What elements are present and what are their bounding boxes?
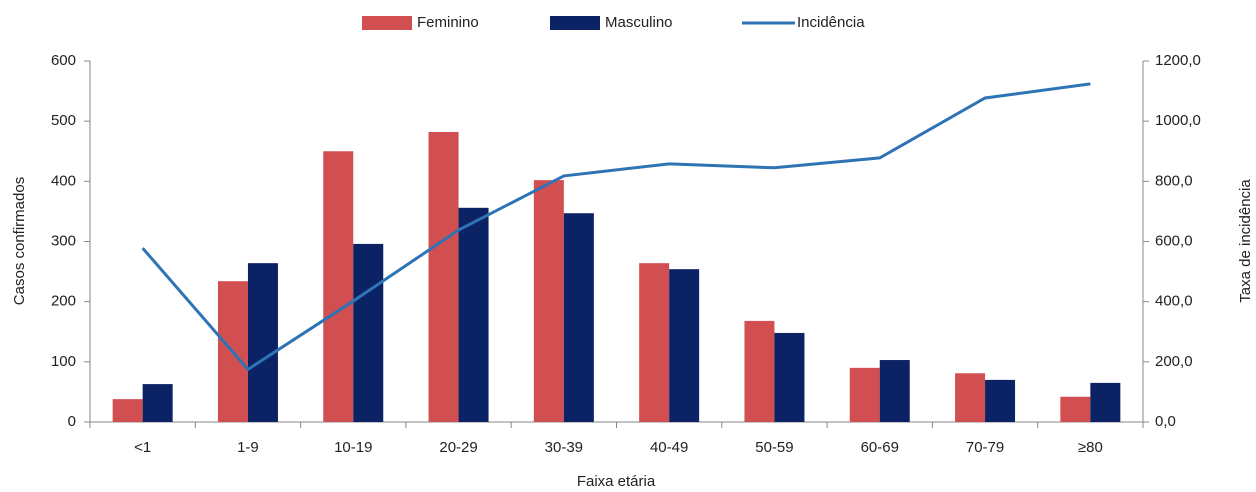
- y-tick-label: 100: [51, 353, 76, 370]
- x-tick-label: 30-39: [545, 439, 583, 456]
- x-tick-label: 40-49: [650, 439, 688, 456]
- bar: [849, 367, 880, 422]
- y2-axis-title: Taxa de incidência: [1237, 179, 1254, 303]
- line: [141, 82, 1091, 372]
- bar: [955, 373, 986, 422]
- legend-label: Incidência: [797, 14, 865, 31]
- x-tick-label: 60-69: [861, 439, 899, 456]
- y-axis-title: Casos confirmados: [11, 177, 28, 305]
- x-axis-title: Faixa etária: [577, 473, 656, 490]
- y-tick-label: 0: [68, 413, 76, 430]
- bar: [774, 332, 805, 422]
- bar: [353, 243, 384, 422]
- bar: [533, 180, 564, 422]
- legend-label: Masculino: [605, 14, 673, 31]
- y-tick-label: 300: [51, 232, 76, 249]
- x-tick-label: 50-59: [755, 439, 793, 456]
- x-tick-label: 10-19: [334, 439, 372, 456]
- bar: [639, 263, 670, 422]
- x-tick-label: 1-9: [237, 439, 259, 456]
- bar: [669, 269, 700, 422]
- bar: [1090, 382, 1121, 422]
- bar: [142, 384, 173, 422]
- x-tick-label: 70-79: [966, 439, 1004, 456]
- legend-swatch: [362, 16, 412, 30]
- y2-tick-label: 800,0: [1155, 172, 1193, 189]
- bar: [744, 320, 775, 422]
- bar: [458, 207, 489, 422]
- y2-tick-label: 600,0: [1155, 232, 1193, 249]
- bar: [428, 131, 459, 422]
- legend-label: Feminino: [417, 14, 479, 31]
- y-tick-label: 200: [51, 293, 76, 310]
- bar: [1060, 396, 1091, 422]
- bar: [112, 399, 143, 422]
- y2-tick-label: 200,0: [1155, 353, 1193, 370]
- y2-tick-label: 1000,0: [1155, 112, 1201, 129]
- x-tick-label: 20-29: [439, 439, 477, 456]
- bar: [247, 263, 278, 422]
- legend-swatch: [550, 16, 600, 30]
- y2-tick-label: 0,0: [1155, 413, 1176, 430]
- y-tick-label: 500: [51, 112, 76, 129]
- y2-tick-label: 400,0: [1155, 293, 1193, 310]
- y-tick-label: 600: [51, 52, 76, 69]
- bar: [323, 151, 354, 422]
- x-tick-label: <1: [134, 439, 151, 456]
- bar: [985, 379, 1016, 422]
- y2-tick-label: 1200,0: [1155, 52, 1201, 69]
- bar: [563, 213, 594, 422]
- x-tick-label: ≥80: [1078, 439, 1103, 456]
- y-tick-label: 400: [51, 172, 76, 189]
- bar: [879, 360, 910, 422]
